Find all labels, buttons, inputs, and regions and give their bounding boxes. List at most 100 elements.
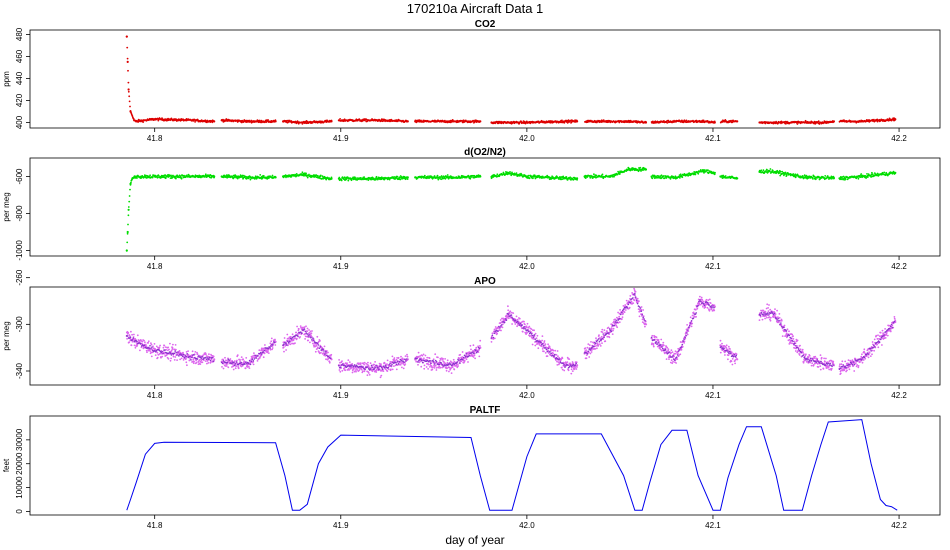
apo-data-point <box>479 345 481 347</box>
o2n2-data-point <box>406 176 409 179</box>
o2n2-data-point <box>363 176 366 179</box>
apo-data-point <box>465 358 468 361</box>
apo-data-point <box>424 354 427 357</box>
apo-data-point <box>156 351 159 354</box>
apo-data-point <box>286 333 289 336</box>
co2-data-point <box>563 121 566 124</box>
apo-data-point <box>298 328 300 330</box>
apo-data-point <box>269 342 272 345</box>
apo-data-point <box>374 361 376 363</box>
o2n2-data-point <box>527 174 530 177</box>
apo-data-point <box>606 330 608 332</box>
co2-y-tick-label: 460 <box>15 49 24 63</box>
apo-axes: 41.8 41.9 42.0 42.1 42.2-340-300-260 <box>15 269 907 400</box>
apo-data-point <box>270 337 273 340</box>
apo-data-point <box>599 337 602 340</box>
co2-data-point <box>685 119 688 122</box>
o2n2-data-point <box>305 172 307 175</box>
o2n2-data-point <box>338 176 341 179</box>
apo-data-point <box>291 333 294 336</box>
co2-data-point <box>713 121 716 124</box>
apo-data-point <box>134 346 137 349</box>
apo-data-point <box>460 360 463 363</box>
apo-data-point <box>319 340 321 342</box>
co2-data-point <box>785 122 787 125</box>
co2-data-point <box>128 95 131 98</box>
co2-data-point <box>576 120 578 122</box>
co2-y-axis-label: ppm <box>2 71 11 87</box>
apo-data-point <box>207 362 210 364</box>
co2-data-point <box>213 120 215 123</box>
apo-data-point <box>147 342 150 344</box>
apo-data-point <box>544 343 547 346</box>
apo-data-point <box>423 367 426 370</box>
apo-data-point <box>136 344 139 346</box>
apo-data-point <box>501 326 504 329</box>
o2n2-data-point <box>762 169 765 172</box>
apo-data-point <box>459 353 462 356</box>
o2n2-data-point <box>779 174 782 177</box>
apo-data-point <box>351 371 354 374</box>
apo-data-point <box>556 350 559 352</box>
apo-data-point <box>475 346 478 349</box>
o2n2-data-point <box>572 178 575 181</box>
apo-data-point <box>585 357 588 360</box>
apo-data-point <box>469 344 472 347</box>
apo-data-point <box>363 361 366 364</box>
apo-data-point <box>379 376 382 379</box>
apo-data-point <box>446 359 449 362</box>
o2n2-data-point <box>651 177 654 180</box>
apo-data-point <box>359 362 362 365</box>
apo-data-point <box>311 330 313 332</box>
apo-data-point <box>175 348 177 351</box>
co2-data-point <box>125 35 128 38</box>
apo-data-point <box>306 327 309 330</box>
apo-data-point <box>130 330 132 333</box>
co2-data-point <box>602 119 605 121</box>
apo-data-point <box>601 328 604 331</box>
apo-x-tick-label: 42.1 <box>705 391 721 400</box>
apo-data-point <box>588 356 591 358</box>
apo-data-point <box>390 368 392 371</box>
co2-data-point <box>250 119 253 122</box>
apo-data-point <box>597 344 600 347</box>
apo-data-point <box>316 335 319 338</box>
apo-data-point <box>587 343 590 345</box>
apo-data-point <box>168 348 170 351</box>
apo-data-point <box>401 366 403 369</box>
apo-data-point <box>509 310 512 313</box>
o2n2-data-point <box>469 177 472 180</box>
apo-data-point <box>267 350 269 353</box>
apo-data-point <box>128 341 131 344</box>
apo-data-point <box>315 344 318 347</box>
apo-data-point <box>270 340 273 343</box>
apo-data-point <box>145 349 148 352</box>
apo-data-point <box>171 347 174 349</box>
apo-data-point <box>169 342 171 345</box>
co2-data-point <box>735 120 738 122</box>
apo-data-point <box>479 339 482 342</box>
apo-data-point <box>515 315 518 318</box>
apo-data-point <box>144 341 146 344</box>
apo-data-point <box>258 349 261 352</box>
apo-data-point <box>523 320 525 323</box>
apo-data-point <box>338 369 341 371</box>
apo-y-tick-label: -260 <box>15 269 24 286</box>
apo-data-point <box>201 361 204 364</box>
apo-data-point <box>247 365 250 368</box>
o2n2-y-tick-label: -1000 <box>15 240 24 261</box>
apo-data-point <box>494 326 497 328</box>
apo-data-point <box>338 359 340 361</box>
o2n2-data-point <box>128 195 131 197</box>
o2n2-data-point <box>127 208 130 211</box>
apo-data-point <box>143 339 145 342</box>
apo-data-point <box>141 340 144 343</box>
o2n2-data-point <box>127 223 129 226</box>
apo-data-point <box>555 353 558 356</box>
o2n2-data-point <box>308 173 310 176</box>
apo-data-point <box>471 354 474 357</box>
apo-data-point <box>283 350 285 353</box>
co2-data-point <box>274 119 277 122</box>
figure-title: 170210a Aircraft Data 1 <box>407 1 544 16</box>
apo-data-point <box>131 333 134 336</box>
